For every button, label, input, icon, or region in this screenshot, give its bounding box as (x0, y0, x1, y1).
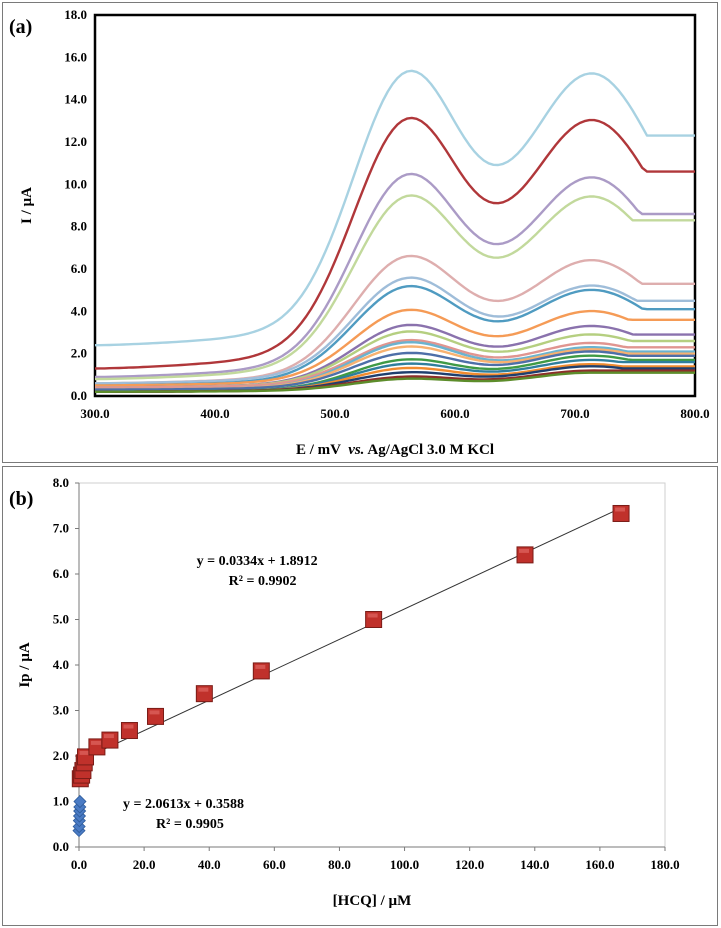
x-tick-label-b: 100.0 (390, 857, 419, 872)
x-tick-label-b: 60.0 (263, 857, 286, 872)
x-tick-label-a: 800.0 (680, 406, 709, 421)
x-tick-label-b: 160.0 (585, 857, 614, 872)
y-tick-label-a: 14.0 (64, 92, 87, 107)
y-tick-label-a: 8.0 (71, 219, 87, 234)
y-tick-label-b: 2.0 (53, 748, 69, 763)
y-tick-label-b: 4.0 (53, 657, 69, 672)
y-tick-label-b: 0.0 (53, 839, 69, 854)
data-point-square-highlight (79, 750, 90, 755)
voltammogram-line-s14 (95, 350, 695, 391)
voltammogram-line-s11 (95, 338, 695, 389)
x-tick-label-a: 400.0 (200, 406, 229, 421)
x-tick-labels-b: 0.0 20.0 40.0 60.0 80.0 100.0 120.0 140.0 160.0 1… (71, 857, 680, 872)
data-point-square-highlight (103, 734, 114, 739)
y-tick-label-a: 0.0 (71, 388, 87, 403)
y-tick-label-a: 2.0 (71, 346, 87, 361)
data-point-square-highlight (367, 613, 378, 618)
y-tick-label-a: 18.0 (64, 7, 87, 22)
y-tick-labels-b: 0.0 1.0 2.0 3.0 4.0 5.0 6.0 7.0 8.0 (53, 475, 69, 854)
plot-area-frame-a (93, 13, 697, 398)
fit-equation-low: y = 2.0613x + 0.3588 (123, 797, 244, 812)
x-tick-label-b: 80.0 (328, 857, 351, 872)
voltammogram-line-s4 (94, 194, 695, 381)
voltammogram-line-s8 (95, 308, 695, 387)
y-tick-label-b: 6.0 (53, 566, 69, 581)
voltammogram-chart: (a) 0.02.04.06.08.010.012.014.016.018.0 … (9, 7, 710, 458)
y-tick-label-a: 6.0 (71, 261, 87, 276)
y-tick-label-b: 7.0 (53, 521, 69, 536)
x-tick-label-b: 140.0 (520, 857, 549, 872)
x-axis-label-a: E / mV vs. Ag/AgCl 3.0 M KCl (296, 442, 494, 458)
data-point-square-highlight (615, 507, 626, 512)
panel-b-calibration: (b) 0.0 1.0 2.0 3.0 4.0 5.0 6.0 7.0 8.0 0.0 20.0 4… (2, 466, 718, 926)
x-tick-label-a: 300.0 (80, 406, 109, 421)
data-point-square-highlight (255, 664, 266, 669)
fit-equation-high: y = 0.0334x + 1.8912 (197, 554, 318, 569)
y-tick-label-a: 4.0 (71, 303, 87, 318)
fit-r2-high: R² = 0.9902 (229, 574, 297, 589)
voltammogram-line-s20 (95, 371, 695, 393)
y-tick-label-a: 12.0 (64, 134, 87, 149)
panel-label-b: (b) (9, 488, 33, 510)
y-tick-label-b: 1.0 (53, 794, 69, 809)
plot-area-frame-b (78, 482, 666, 848)
y-tick-label-a: 16.0 (64, 49, 87, 64)
panel-a-voltammograms: (a) 0.0 2.0 4.0 6.0 8.0 10.0 12.0 14.0 16.0 18.0 … (2, 2, 718, 463)
x-tick-label-b: 180.0 (650, 857, 679, 872)
x-tick-label-b: 40.0 (198, 857, 221, 872)
voltammogram-line-s1 (95, 69, 695, 347)
data-point-square-highlight (519, 548, 530, 553)
x-tick-label-a: 700.0 (560, 406, 589, 421)
y-tick-labels-a: 0.0 2.0 4.0 6.0 8.0 10.0 12.0 14.0 16.0 18.0 (64, 7, 87, 403)
y-axis-label-b: Ip / µA (17, 642, 33, 687)
data-point-diamond (73, 794, 87, 809)
calibration-chart: (b) 0.0 1.0 2.0 3.0 4.0 5.0 6.0 7.0 8.0 0.0 20.0 4… (9, 475, 680, 909)
x-axis-label-a-part1: E / mV (296, 442, 348, 458)
y-tick-label-b: 8.0 (53, 475, 69, 490)
voltammogram-line-s6 (95, 276, 695, 385)
data-point-square-highlight (123, 724, 134, 729)
y-axis-label-a: I / µA (19, 187, 35, 224)
x-axis-label-a-part2: vs. (348, 442, 364, 458)
x-tick-label-a: 600.0 (440, 406, 469, 421)
x-axis-label-a-part3: Ag/AgCl 3.0 M KCl (364, 442, 494, 458)
scatter-points-group (71, 504, 630, 838)
fit-r2-low: R² = 0.9905 (156, 817, 224, 832)
x-tick-label-a: 500.0 (320, 406, 349, 421)
voltammogram-series-group (94, 69, 695, 393)
panel-label-a: (a) (9, 16, 32, 38)
x-tick-label-b: 120.0 (455, 857, 484, 872)
data-point-square-highlight (198, 687, 209, 692)
x-tick-labels-a: 300.0 400.0 500.0 600.0 700.0 800.0 (80, 406, 709, 421)
y-tick-label-b: 3.0 (53, 703, 69, 718)
voltammogram-line-s2 (94, 116, 695, 370)
x-tick-label-b: 20.0 (133, 857, 156, 872)
x-axis-label-b: [HCQ] / µM (333, 893, 412, 909)
voltammogram-line-s3 (95, 172, 695, 379)
y-tick-label-a: 10.0 (64, 176, 87, 191)
data-point-square-highlight (149, 710, 160, 715)
y-tick-label-b: 5.0 (53, 612, 69, 627)
x-tick-label-b: 0.0 (71, 857, 87, 872)
data-point-square-highlight (90, 740, 101, 745)
